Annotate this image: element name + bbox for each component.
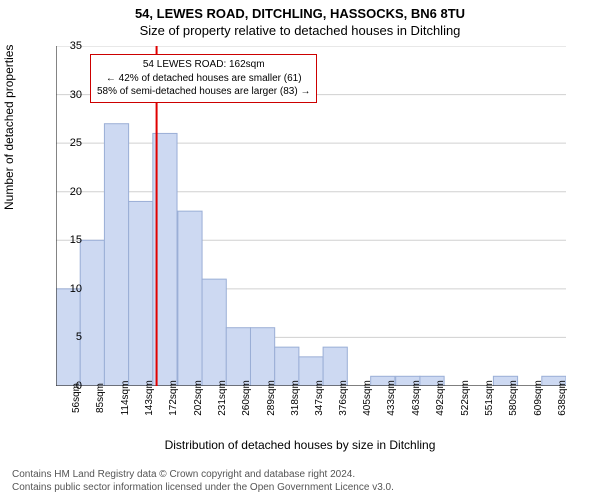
xtick-label: 522sqm (460, 380, 471, 416)
ytick-label: 15 (58, 234, 82, 246)
footer-line1: Contains HM Land Registry data © Crown c… (12, 468, 394, 481)
annotation-box: 54 LEWES ROAD: 162sqm ← 42% of detached … (90, 54, 317, 103)
x-axis-label: Distribution of detached houses by size … (0, 438, 600, 452)
ytick-label: 35 (58, 40, 82, 52)
xtick-label: 463sqm (411, 380, 422, 416)
xtick-label: 56sqm (71, 383, 82, 413)
xtick-label: 376sqm (338, 380, 349, 416)
xtick-label: 492sqm (435, 380, 446, 416)
xtick-label: 405sqm (362, 380, 373, 416)
xtick-label: 143sqm (144, 380, 155, 416)
annotation-line2: ← 42% of detached houses are smaller (61… (97, 72, 310, 86)
ytick-label: 10 (58, 283, 82, 295)
xtick-label: 433sqm (386, 380, 397, 416)
ytick-label: 25 (58, 137, 82, 149)
xtick-label: 347sqm (314, 380, 325, 416)
footer-attribution: Contains HM Land Registry data © Crown c… (12, 468, 394, 494)
ytick-label: 5 (58, 331, 82, 343)
ytick-label: 30 (58, 89, 82, 101)
xtick-label: 172sqm (168, 380, 179, 416)
xtick-label: 318sqm (290, 380, 301, 416)
xtick-label: 638sqm (557, 380, 568, 416)
xtick-label: 202sqm (193, 380, 204, 416)
xtick-label: 260sqm (241, 380, 252, 416)
y-axis-label: Number of detached properties (2, 45, 16, 210)
title-subtitle: Size of property relative to detached ho… (0, 21, 600, 42)
xtick-label: 580sqm (508, 380, 519, 416)
footer-line2: Contains public sector information licen… (12, 481, 394, 494)
title-address: 54, LEWES ROAD, DITCHLING, HASSOCKS, BN6… (0, 0, 600, 21)
xtick-label: 114sqm (120, 381, 131, 416)
ytick-label: 20 (58, 186, 82, 198)
xtick-label: 609sqm (533, 380, 544, 416)
xtick-label: 85sqm (95, 383, 106, 413)
xtick-label: 289sqm (266, 380, 277, 416)
xtick-label: 551sqm (484, 380, 495, 416)
annotation-line1: 54 LEWES ROAD: 162sqm (97, 58, 310, 72)
xtick-label: 231sqm (217, 380, 228, 416)
annotation-line3: 58% of semi-detached houses are larger (… (97, 85, 310, 99)
